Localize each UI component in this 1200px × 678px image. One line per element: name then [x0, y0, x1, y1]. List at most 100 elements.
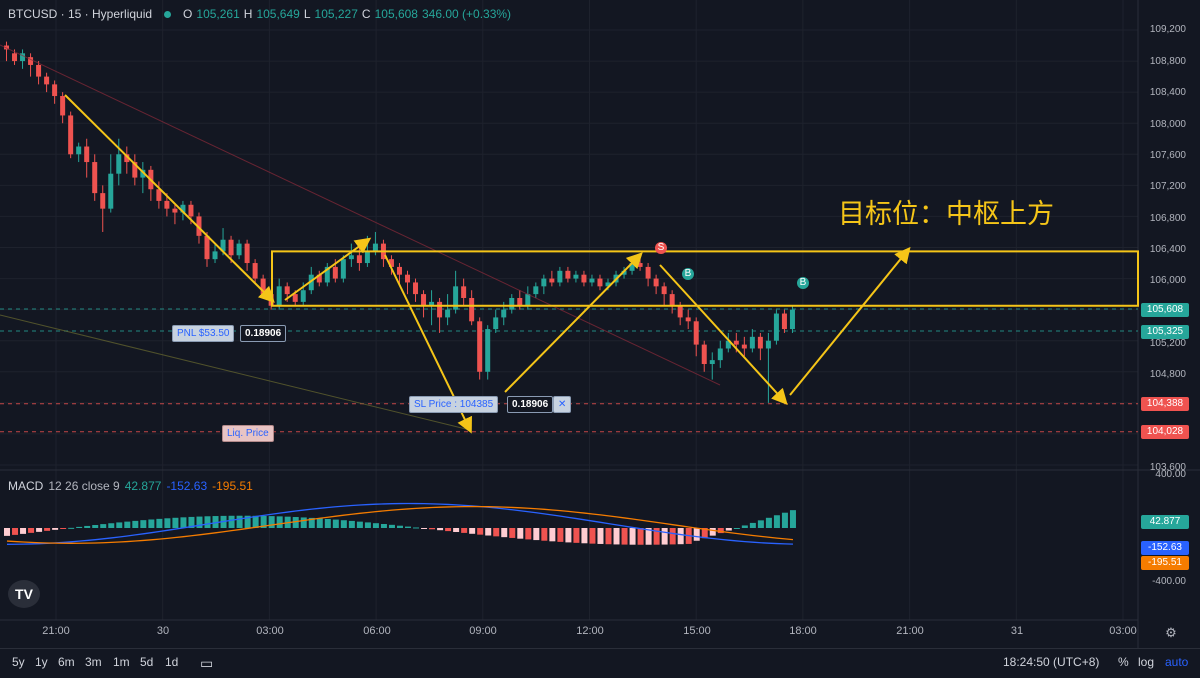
- macd-histogram-bar: [396, 525, 403, 528]
- macd-histogram-bar: [132, 520, 139, 528]
- range-1d[interactable]: 1d: [165, 655, 179, 669]
- macd-histogram-bar: [541, 528, 548, 541]
- candle-body: [469, 297, 475, 322]
- trend-line: [0, 314, 471, 431]
- candle-body: [12, 53, 18, 62]
- macd-histogram-bar: [180, 517, 187, 528]
- candle-body: [20, 53, 26, 62]
- percent-toggle[interactable]: %: [1118, 655, 1129, 669]
- clock-display[interactable]: 18:24:50 (UTC+8): [1003, 655, 1100, 669]
- macd-histogram-bar: [765, 517, 772, 528]
- symbol-title[interactable]: BTCUSD · 15 · Hyperliquid: [8, 7, 153, 21]
- macd-histogram-bar: [549, 528, 556, 542]
- sl-close-icon[interactable]: ✕: [553, 396, 572, 413]
- sl-price-label[interactable]: SL Price : 104385: [409, 396, 499, 413]
- date-range-calendar-icon[interactable]: ▭: [200, 655, 214, 671]
- candle-body: [557, 270, 563, 283]
- candle-body: [525, 294, 531, 306]
- macd-histogram-bar: [493, 528, 500, 537]
- time-axis-label: 21:00: [42, 625, 70, 637]
- macd-histogram-bar: [340, 520, 347, 528]
- macd-histogram-bar: [573, 528, 580, 543]
- candle-body: [581, 274, 587, 283]
- range-6m[interactable]: 6m: [58, 655, 75, 669]
- candle-body: [308, 274, 314, 291]
- range-5y[interactable]: 5y: [12, 655, 25, 669]
- macd-histogram-bar: [316, 518, 323, 528]
- trend-arrow: [64, 94, 275, 303]
- candle-body: [124, 154, 130, 163]
- sell-marker[interactable]: S: [655, 242, 667, 254]
- candle-body: [669, 294, 675, 306]
- log-toggle[interactable]: log: [1138, 655, 1155, 669]
- buy-marker[interactable]: B: [797, 277, 809, 289]
- price-axis-label: 103,600: [1149, 462, 1186, 473]
- candle-body: [605, 282, 611, 287]
- macd-histogram-bar: [789, 510, 796, 528]
- trend-arrow: [284, 237, 372, 301]
- macd-histogram-bar: [36, 528, 43, 532]
- macd-line-value: -152.63: [166, 479, 208, 493]
- macd-histogram-bar: [196, 516, 203, 528]
- macd-histogram-bar: [172, 517, 179, 528]
- macd-histogram-bar: [781, 512, 788, 528]
- range-5d[interactable]: 5d: [140, 655, 154, 669]
- candle-body: [509, 297, 515, 310]
- auto-scale-toggle[interactable]: auto: [1165, 655, 1189, 669]
- candle-body: [413, 282, 419, 295]
- macd-histogram-bar: [645, 528, 652, 545]
- macd-histogram-bar: [372, 523, 379, 528]
- macd-histogram-bar: [236, 515, 243, 528]
- macd-histogram-bar: [701, 528, 708, 539]
- range-1m[interactable]: 1m: [113, 655, 130, 669]
- candle-body: [405, 274, 410, 283]
- macd-histogram-bar: [581, 528, 588, 544]
- time-axis-label: 09:00: [469, 625, 497, 637]
- buy-marker[interactable]: B: [682, 268, 694, 280]
- candle-body: [324, 266, 330, 283]
- candle-body: [725, 340, 731, 349]
- candle-body: [60, 96, 66, 116]
- market-status-icon: [164, 10, 172, 18]
- range-3m[interactable]: 3m: [85, 655, 102, 669]
- chart-grid: [0, 0, 1200, 648]
- macd-line: [6, 502, 793, 545]
- candle-body: [132, 162, 138, 178]
- candle-body: [36, 64, 42, 77]
- candle-body: [693, 321, 699, 345]
- candle-body: [28, 57, 34, 65]
- tradingview-logo-icon[interactable]: TV: [8, 580, 40, 608]
- macd-histogram-bar: [477, 528, 484, 535]
- macd-histogram-bar: [517, 528, 524, 539]
- macd-axis-label: 400.00: [1155, 469, 1186, 480]
- symbol-legend: BTCUSD · 15 · Hyperliquid O 105,261 H 105,…: [8, 7, 511, 21]
- range-1y[interactable]: 1y: [35, 655, 48, 669]
- macd-histogram-bar: [148, 519, 155, 528]
- candle-body: [100, 193, 106, 209]
- pnl-label[interactable]: PNL $53.50: [172, 325, 235, 342]
- candle-body: [236, 243, 242, 256]
- macd-histogram-bar: [749, 522, 756, 528]
- macd-pane: [4, 502, 796, 545]
- candle-body: [156, 189, 162, 201]
- macd-histogram-bar: [108, 523, 115, 528]
- chart-settings-gear-icon[interactable]: ⚙: [1165, 625, 1177, 640]
- candle-body: [541, 278, 547, 287]
- macd-hist-badge: 42.877: [1141, 515, 1189, 529]
- macd-title[interactable]: MACD: [8, 479, 44, 493]
- candle-body: [501, 309, 507, 318]
- candle-body: [421, 294, 427, 306]
- ohlc-close-key: C: [361, 7, 371, 21]
- macd-histogram-bar: [453, 528, 460, 533]
- pnl-qty[interactable]: 0.18906: [240, 325, 287, 342]
- candle-body: [477, 321, 483, 372]
- candle-body: [437, 301, 443, 318]
- target-annotation[interactable]: 目标位：中枢上方: [838, 199, 1054, 230]
- macd-histogram-bar: [613, 528, 620, 545]
- macd-histogram-bar: [84, 525, 91, 528]
- time-axis-label: 12:00: [576, 625, 604, 637]
- sl-qty[interactable]: 0.18906: [507, 396, 554, 413]
- macd-histogram-bar: [140, 520, 147, 528]
- macd-histogram-bar: [44, 528, 51, 531]
